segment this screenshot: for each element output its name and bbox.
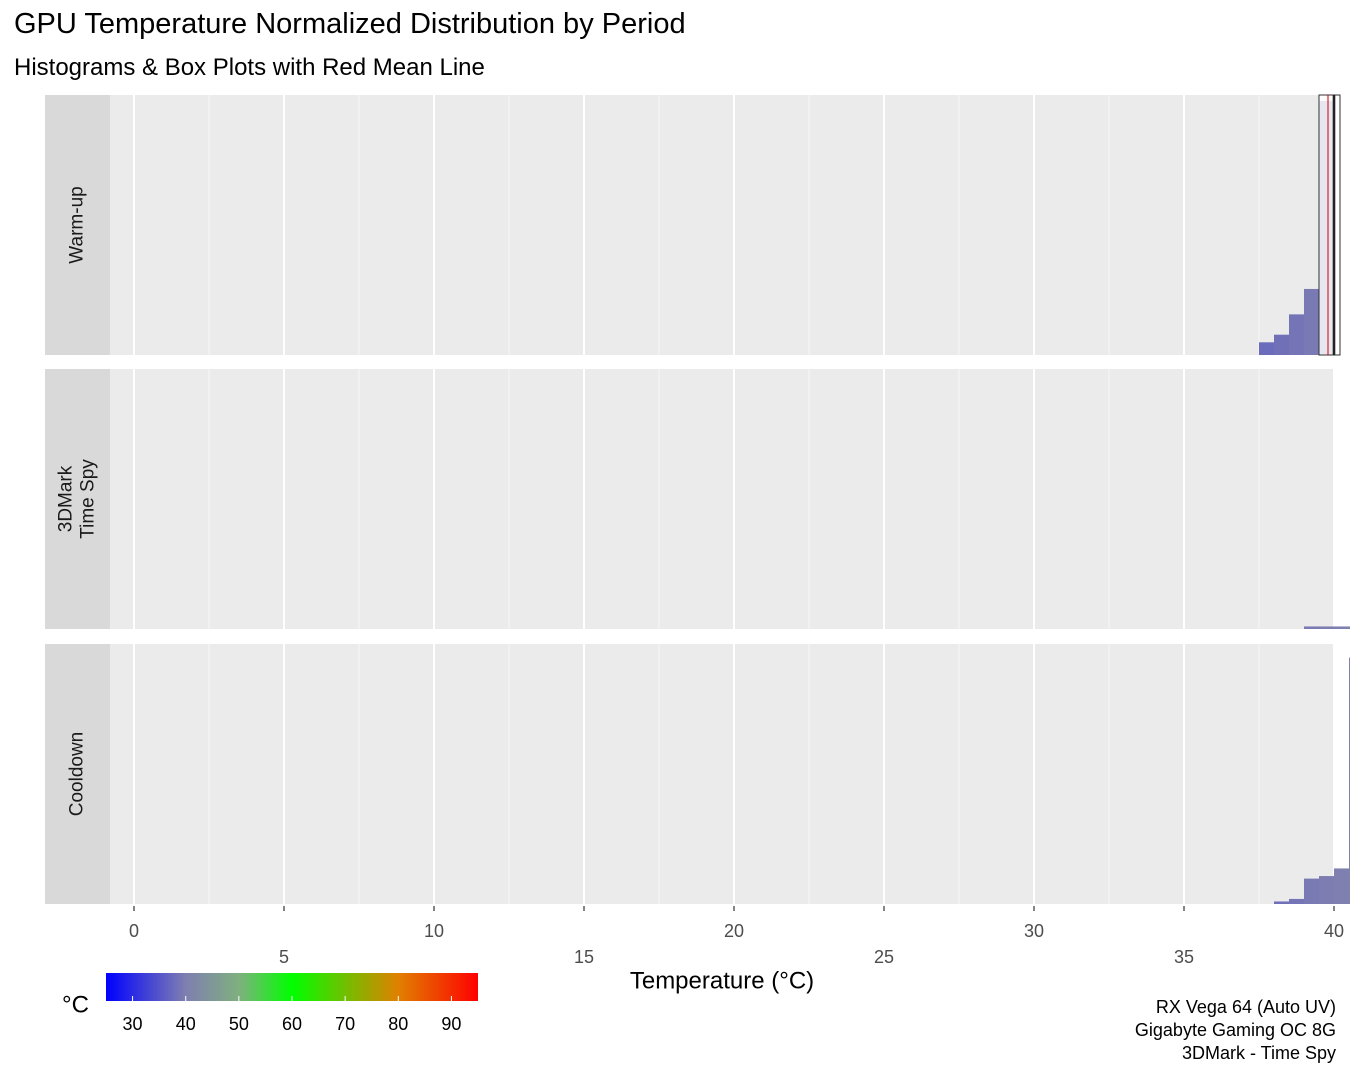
- facet-strip: [45, 644, 110, 904]
- facet-label: Cooldown: [67, 732, 88, 817]
- legend-tick-label: 50: [229, 1014, 249, 1034]
- x-tick-label: 35: [1174, 947, 1194, 967]
- x-tick-label: 10: [424, 921, 444, 941]
- legend-tick-label: 90: [441, 1014, 461, 1034]
- caption: RX Vega 64 (Auto UV) Gigabyte Gaming OC …: [1135, 996, 1336, 1065]
- caption-line-gpu: RX Vega 64 (Auto UV): [1155, 997, 1336, 1017]
- legend-tick-label: 30: [123, 1014, 143, 1034]
- histogram-bar: [1304, 626, 1320, 629]
- x-tick-label: 5: [279, 947, 289, 967]
- legend-tick-label: 70: [335, 1014, 355, 1034]
- facet-label: Time Spy: [78, 459, 99, 539]
- legend-tick-label: 80: [388, 1014, 408, 1034]
- caption-line-benchmark: 3DMark - Time Spy: [1181, 1043, 1336, 1063]
- caption-line-card: Gigabyte Gaming OC 8G: [1134, 1020, 1336, 1040]
- histogram-bar: [1289, 314, 1305, 355]
- histogram-bar: [1289, 898, 1305, 904]
- histogram-bar: [1334, 868, 1350, 904]
- x-tick-label: 30: [1024, 921, 1044, 941]
- x-tick-label: 15: [574, 947, 594, 967]
- x-axis-title: Temperature (°C): [630, 967, 814, 994]
- x-tick-label: 20: [724, 921, 744, 941]
- panel-1: 3DMark Time Spy: [45, 369, 1350, 629]
- box-plot: [1318, 94, 1341, 356]
- panel-background: [110, 369, 1334, 629]
- histogram-bar: [1259, 342, 1275, 355]
- facet-label: 3DMark: [56, 465, 77, 532]
- histogram-bar: [1319, 626, 1335, 629]
- histogram-bar: [1304, 288, 1320, 355]
- panel-2: Cooldown: [45, 644, 1350, 904]
- facet-label: Warm-up: [67, 186, 88, 263]
- histogram-bar: [1304, 878, 1320, 904]
- histogram-bar: [1274, 901, 1290, 904]
- chart-subtitle: Histograms & Box Plots with Red Mean Lin…: [14, 54, 485, 81]
- x-tick-label: 0: [129, 921, 139, 941]
- panel-background: [110, 95, 1334, 355]
- chart-title: GPU Temperature Normalized Distribution …: [14, 8, 686, 40]
- legend-tick-label: 40: [176, 1014, 196, 1034]
- x-tick-label: 40: [1324, 921, 1344, 941]
- x-tick-label: 25: [874, 947, 894, 967]
- facet-strip: [45, 95, 110, 355]
- facet-strip: [45, 369, 110, 629]
- histogram-bar: [1334, 626, 1350, 629]
- panel-0: Warm-up: [45, 94, 1341, 356]
- histogram-bar: [1274, 334, 1290, 355]
- legend-title: °C: [62, 991, 89, 1018]
- panel-background: [110, 644, 1334, 904]
- legend-tick-label: 60: [282, 1014, 302, 1034]
- histogram-bar: [1319, 876, 1335, 904]
